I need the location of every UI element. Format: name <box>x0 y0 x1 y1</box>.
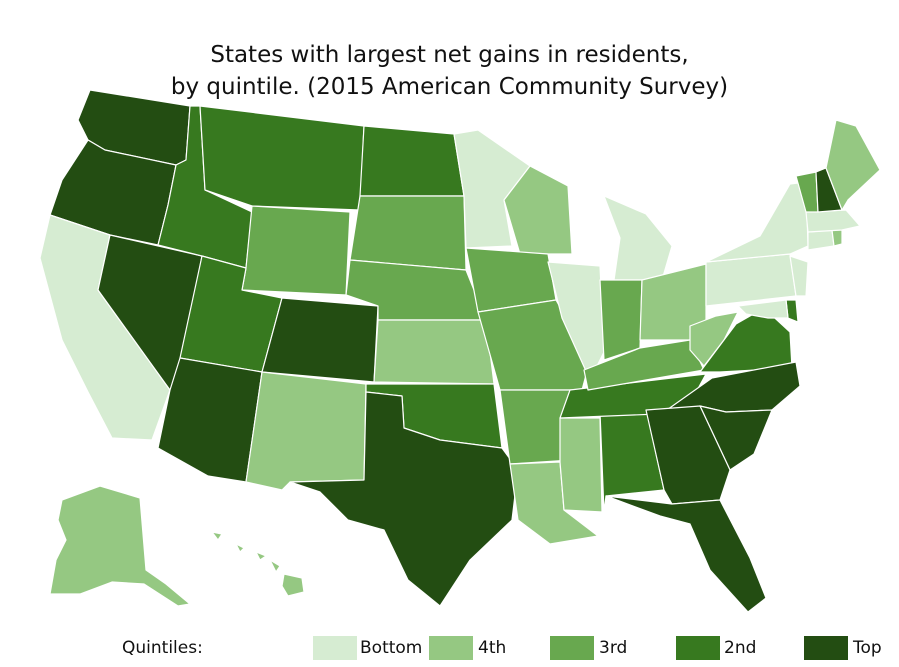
state-arizona <box>157 357 263 483</box>
state-mississippi <box>559 417 603 513</box>
legend: Quintiles: Bottom 4th 3rd 2nd Top <box>0 634 899 664</box>
legend-label-bottom: Bottom <box>360 638 423 658</box>
state-colorado <box>261 297 379 383</box>
state-pennsylvania <box>705 253 797 307</box>
legend-label-top: Top <box>853 638 882 658</box>
state-new-york <box>705 181 809 263</box>
legend-label-3rd: 3rd <box>599 638 628 658</box>
state-kansas <box>373 319 495 385</box>
legend-swatch-4th <box>429 636 473 660</box>
state-massachusetts <box>805 209 861 233</box>
map-title-line-1: States with largest net gains in residen… <box>210 42 689 68</box>
legend-label-4th: 4th <box>478 638 507 658</box>
legend-label-2nd: 2nd <box>724 638 757 658</box>
state-maryland <box>737 299 789 319</box>
state-wyoming <box>241 205 351 296</box>
state-michigan <box>603 195 673 281</box>
legend-swatch-top <box>804 636 848 660</box>
state-rhode-island <box>831 229 843 247</box>
state-connecticut <box>807 229 835 251</box>
state-new-mexico <box>245 371 367 491</box>
state-maine <box>825 119 881 211</box>
state-texas <box>289 391 519 607</box>
state-new-jersey <box>789 255 809 297</box>
state-alaska <box>49 485 191 607</box>
state-north-dakota <box>359 125 465 197</box>
legend-title: Quintiles: <box>122 638 203 658</box>
legend-swatch-bottom <box>313 636 357 660</box>
legend-swatch-3rd <box>550 636 594 660</box>
state-indiana <box>599 279 643 361</box>
state-florida <box>605 495 767 613</box>
state-montana <box>199 105 365 211</box>
state-south-dakota <box>349 195 467 271</box>
map-title-line-2: by quintile. (2015 American Community Su… <box>170 74 729 100</box>
state-hawaii <box>211 531 305 597</box>
state-virginia <box>699 307 793 373</box>
state-minnesota <box>453 129 531 249</box>
legend-swatch-2nd <box>676 636 720 660</box>
